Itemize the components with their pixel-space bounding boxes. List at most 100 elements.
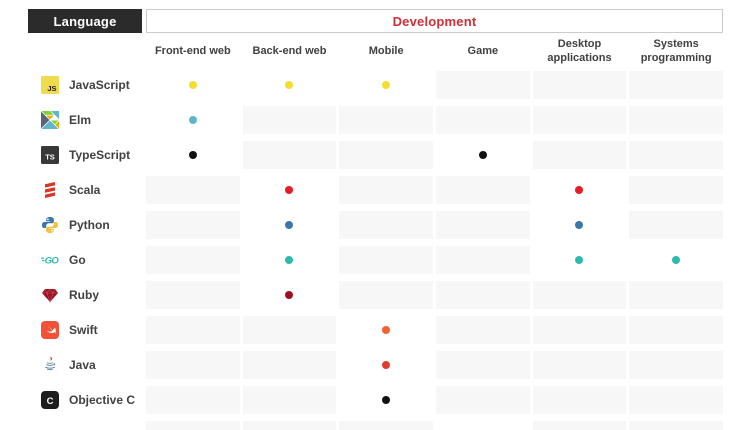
- matrix-cell-empty: [435, 211, 530, 239]
- language-icon: [41, 426, 59, 430]
- matrix-cell-marked: [532, 246, 627, 274]
- matrix-cell-empty: [435, 316, 530, 344]
- language-label: Objective C: [69, 393, 136, 407]
- column-header-desktop-applications: Desktop applications: [547, 37, 612, 64]
- typescript-icon: TS: [41, 146, 59, 164]
- matrix-cell-marked: [242, 281, 337, 309]
- language-use-dot: [575, 256, 584, 264]
- language-use-dot: [285, 291, 294, 299]
- language-cell: Ruby: [28, 281, 146, 309]
- column-header-mobile: Mobile: [368, 44, 404, 57]
- matrix-cell-empty: [532, 386, 627, 414]
- language-row: Java: [28, 351, 723, 379]
- row-cells: [146, 71, 723, 99]
- language-row: Swift: [28, 316, 723, 344]
- language-use-dot: [188, 116, 197, 124]
- matrix-cell-empty: [532, 106, 627, 134]
- matrix-cell-empty: [629, 71, 723, 99]
- language-use-dot: [382, 326, 391, 334]
- matrix-cell-empty: [339, 141, 433, 169]
- row-cells: [146, 106, 723, 134]
- matrix-cell-marked: [146, 71, 240, 99]
- language-use-dot: [672, 256, 681, 264]
- matrix-cell-empty: [629, 421, 723, 430]
- row-cells: [146, 316, 723, 344]
- language-header: Language: [28, 9, 142, 33]
- python-icon: [41, 216, 59, 234]
- language-label: TypeScript: [69, 148, 131, 162]
- svg-text:TS: TS: [45, 153, 55, 162]
- matrix-cell-empty: [435, 281, 530, 309]
- column-header-back-end-web: Back-end web: [252, 44, 327, 57]
- language-use-dot: [478, 151, 487, 159]
- matrix-cell-empty: [532, 316, 627, 344]
- row-cells: [146, 421, 723, 430]
- matrix-cell-marked: [242, 176, 337, 204]
- language-row: Python: [28, 211, 723, 239]
- matrix-cell-empty: [339, 106, 433, 134]
- language-use-dot: [188, 81, 197, 89]
- language-use-dot: [188, 151, 197, 159]
- matrix-cell-marked: [146, 106, 240, 134]
- svg-text:JS: JS: [47, 84, 56, 93]
- matrix-cell-empty: [146, 386, 240, 414]
- matrix-cell-empty: [146, 246, 240, 274]
- language-use-dot: [382, 396, 391, 404]
- language-cell: TS TypeScript: [28, 141, 146, 169]
- matrix-cell-empty: [629, 176, 723, 204]
- language-row: GO Go: [28, 246, 723, 274]
- matrix-cell-empty: [339, 211, 433, 239]
- matrix-cell-marked: [435, 421, 530, 430]
- matrix-cell-empty: [435, 386, 530, 414]
- matrix-cell-empty: [532, 421, 627, 430]
- column-header-front-end-web: Front-end web: [154, 44, 231, 57]
- matrix-cell-marked: [339, 71, 433, 99]
- development-header: Development: [146, 9, 723, 33]
- language-row: Scala: [28, 176, 723, 204]
- language-label: JavaScript: [69, 78, 130, 92]
- matrix-cell-empty: [629, 351, 723, 379]
- matrix-cell-marked: [629, 246, 723, 274]
- matrix-cell-empty: [146, 281, 240, 309]
- language-label: Go: [69, 253, 86, 267]
- language-row: Ruby: [28, 281, 723, 309]
- matrix-cell-empty: [242, 386, 337, 414]
- language-cell: [28, 421, 146, 430]
- svg-text:GO: GO: [45, 256, 59, 267]
- matrix-cell-marked: [339, 316, 433, 344]
- language-label: Swift: [69, 323, 98, 337]
- language-cell: Java: [28, 351, 146, 379]
- matrix-cell-empty: [339, 281, 433, 309]
- matrix-cell-marked: [339, 351, 433, 379]
- matrix-cell-empty: [242, 141, 337, 169]
- language-use-dot: [285, 186, 294, 194]
- column-header-systems-programming: Systems programming: [640, 37, 712, 64]
- language-row: C Objective C: [28, 386, 723, 414]
- row-cells: [146, 246, 723, 274]
- javascript-icon: JS: [41, 76, 59, 94]
- matrix-cell-empty: [339, 176, 433, 204]
- matrix-cell-empty: [629, 386, 723, 414]
- matrix-cell-empty: [435, 71, 530, 99]
- matrix-cell-marked: [242, 246, 337, 274]
- matrix-cell-marked: [242, 211, 337, 239]
- matrix-cell-empty: [435, 246, 530, 274]
- language-row: Elm: [28, 106, 723, 134]
- row-cells: [146, 351, 723, 379]
- matrix-cell-empty: [146, 421, 240, 430]
- language-use-dot: [285, 81, 294, 89]
- matrix-cell-empty: [242, 316, 337, 344]
- go-icon: GO: [41, 251, 59, 269]
- elm-icon: [41, 111, 59, 129]
- language-cell: Elm: [28, 106, 146, 134]
- language-row: JS JavaScript: [28, 71, 723, 99]
- column-headers: Front-end web Back-end web Mobile Game D…: [146, 36, 723, 67]
- language-use-dot: [382, 81, 391, 89]
- matrix-cell-empty: [435, 106, 530, 134]
- objective-c-icon: C: [41, 391, 59, 409]
- matrix-cell-empty: [146, 351, 240, 379]
- matrix-cell-empty: [629, 211, 723, 239]
- row-cells: [146, 281, 723, 309]
- language-use-dot: [382, 361, 391, 369]
